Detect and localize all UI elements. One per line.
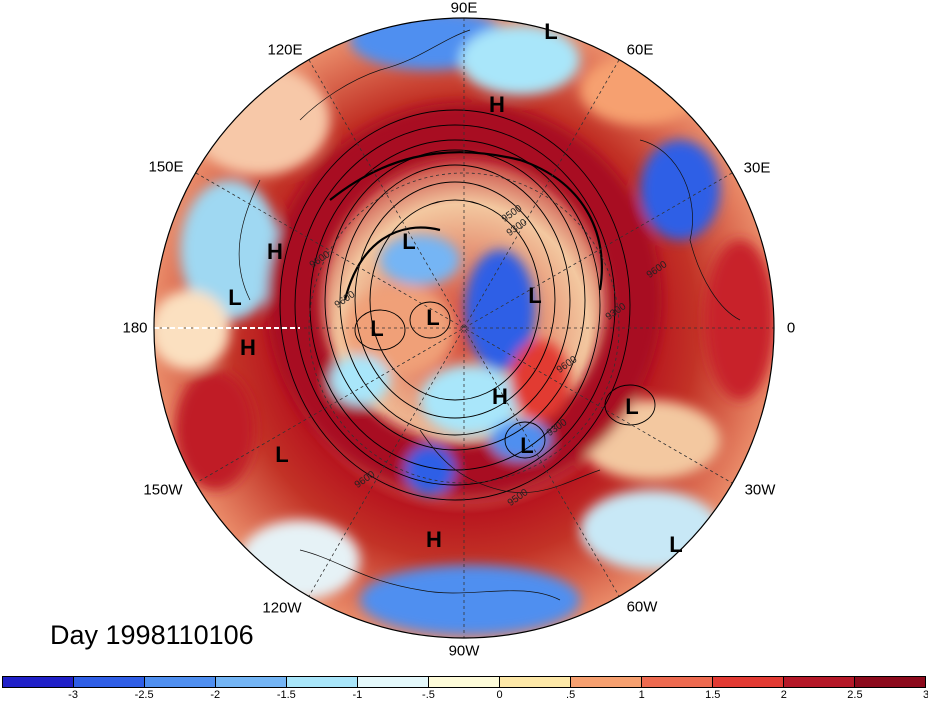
colorbar-swatch: [500, 677, 571, 687]
colorbar-tick-label: 2.5: [847, 689, 863, 701]
low-marker: L: [544, 19, 558, 44]
colorbar-swatch: [784, 677, 855, 687]
lon-label-60e: 60E: [626, 41, 654, 59]
colorbar-swatch: [429, 677, 500, 687]
lon-label-120e: 120E: [267, 41, 303, 59]
colorbar-tick-label: 2: [780, 689, 787, 701]
low-marker: L: [402, 229, 416, 254]
colorbar-tick-label: -.5: [422, 689, 435, 701]
lon-label-90w: 90W: [448, 642, 480, 660]
low-marker: L: [625, 394, 639, 419]
colorbar-swatch: [287, 677, 358, 687]
low-marker: L: [370, 316, 384, 341]
low-marker: L: [228, 285, 242, 310]
lon-label-90e: 90E: [450, 0, 478, 17]
colorbar-tick-label: 0: [496, 689, 503, 701]
height-contours: [279, 109, 656, 501]
colorbar-swatch: [642, 677, 713, 687]
colorbar-swatch: [3, 677, 74, 687]
high-marker: H: [240, 335, 256, 360]
colorbar-tick-label: -1.5: [276, 689, 296, 701]
colorbar-tick-label: -3: [68, 689, 78, 701]
low-marker: L: [520, 433, 534, 458]
lon-label-60w: 60W: [626, 598, 658, 616]
high-marker: H: [492, 384, 508, 409]
lon-label-180: 180: [122, 319, 148, 337]
map-boundary: [153, 17, 775, 639]
high-marker: H: [267, 239, 283, 264]
colorbar: [2, 676, 926, 688]
low-marker: L: [426, 305, 440, 330]
colorbar-swatch: [145, 677, 216, 687]
high-marker: H: [426, 527, 442, 552]
coastlines: [238, 29, 741, 601]
colorbar-swatch: [74, 677, 145, 687]
low-marker: L: [528, 283, 542, 308]
lon-label-120w: 120W: [262, 599, 302, 617]
lon-label-150w: 150W: [143, 481, 183, 499]
colorbar-swatch: [713, 677, 784, 687]
colorbar-tick-label: 1.5: [705, 689, 721, 701]
colorbar-swatch: [571, 677, 642, 687]
lon-label-30e: 30E: [743, 159, 771, 177]
lon-label-150e: 150E: [148, 158, 184, 176]
graticule: [154, 18, 774, 638]
colorbar-tick-label: -2: [210, 689, 221, 701]
lon-label-0: 0: [786, 319, 796, 337]
colorbar-tick-label: -2.5: [134, 689, 154, 701]
low-marker: L: [275, 442, 289, 467]
low-marker: L: [669, 532, 683, 557]
colorbar-swatch: [216, 677, 287, 687]
colorbar-tick-label: -1: [352, 689, 363, 701]
colorbar-swatch: [855, 677, 925, 687]
colorbar-tick-label: .5: [566, 689, 576, 701]
day-label: Day 1998110106: [50, 620, 254, 650]
colorbar-swatch: [358, 677, 429, 687]
colorbar-tick-label: 1: [638, 689, 645, 701]
lon-label-30w: 30W: [744, 481, 776, 499]
high-marker: H: [489, 92, 505, 117]
colorbar-tick-label: 3: [922, 689, 928, 701]
